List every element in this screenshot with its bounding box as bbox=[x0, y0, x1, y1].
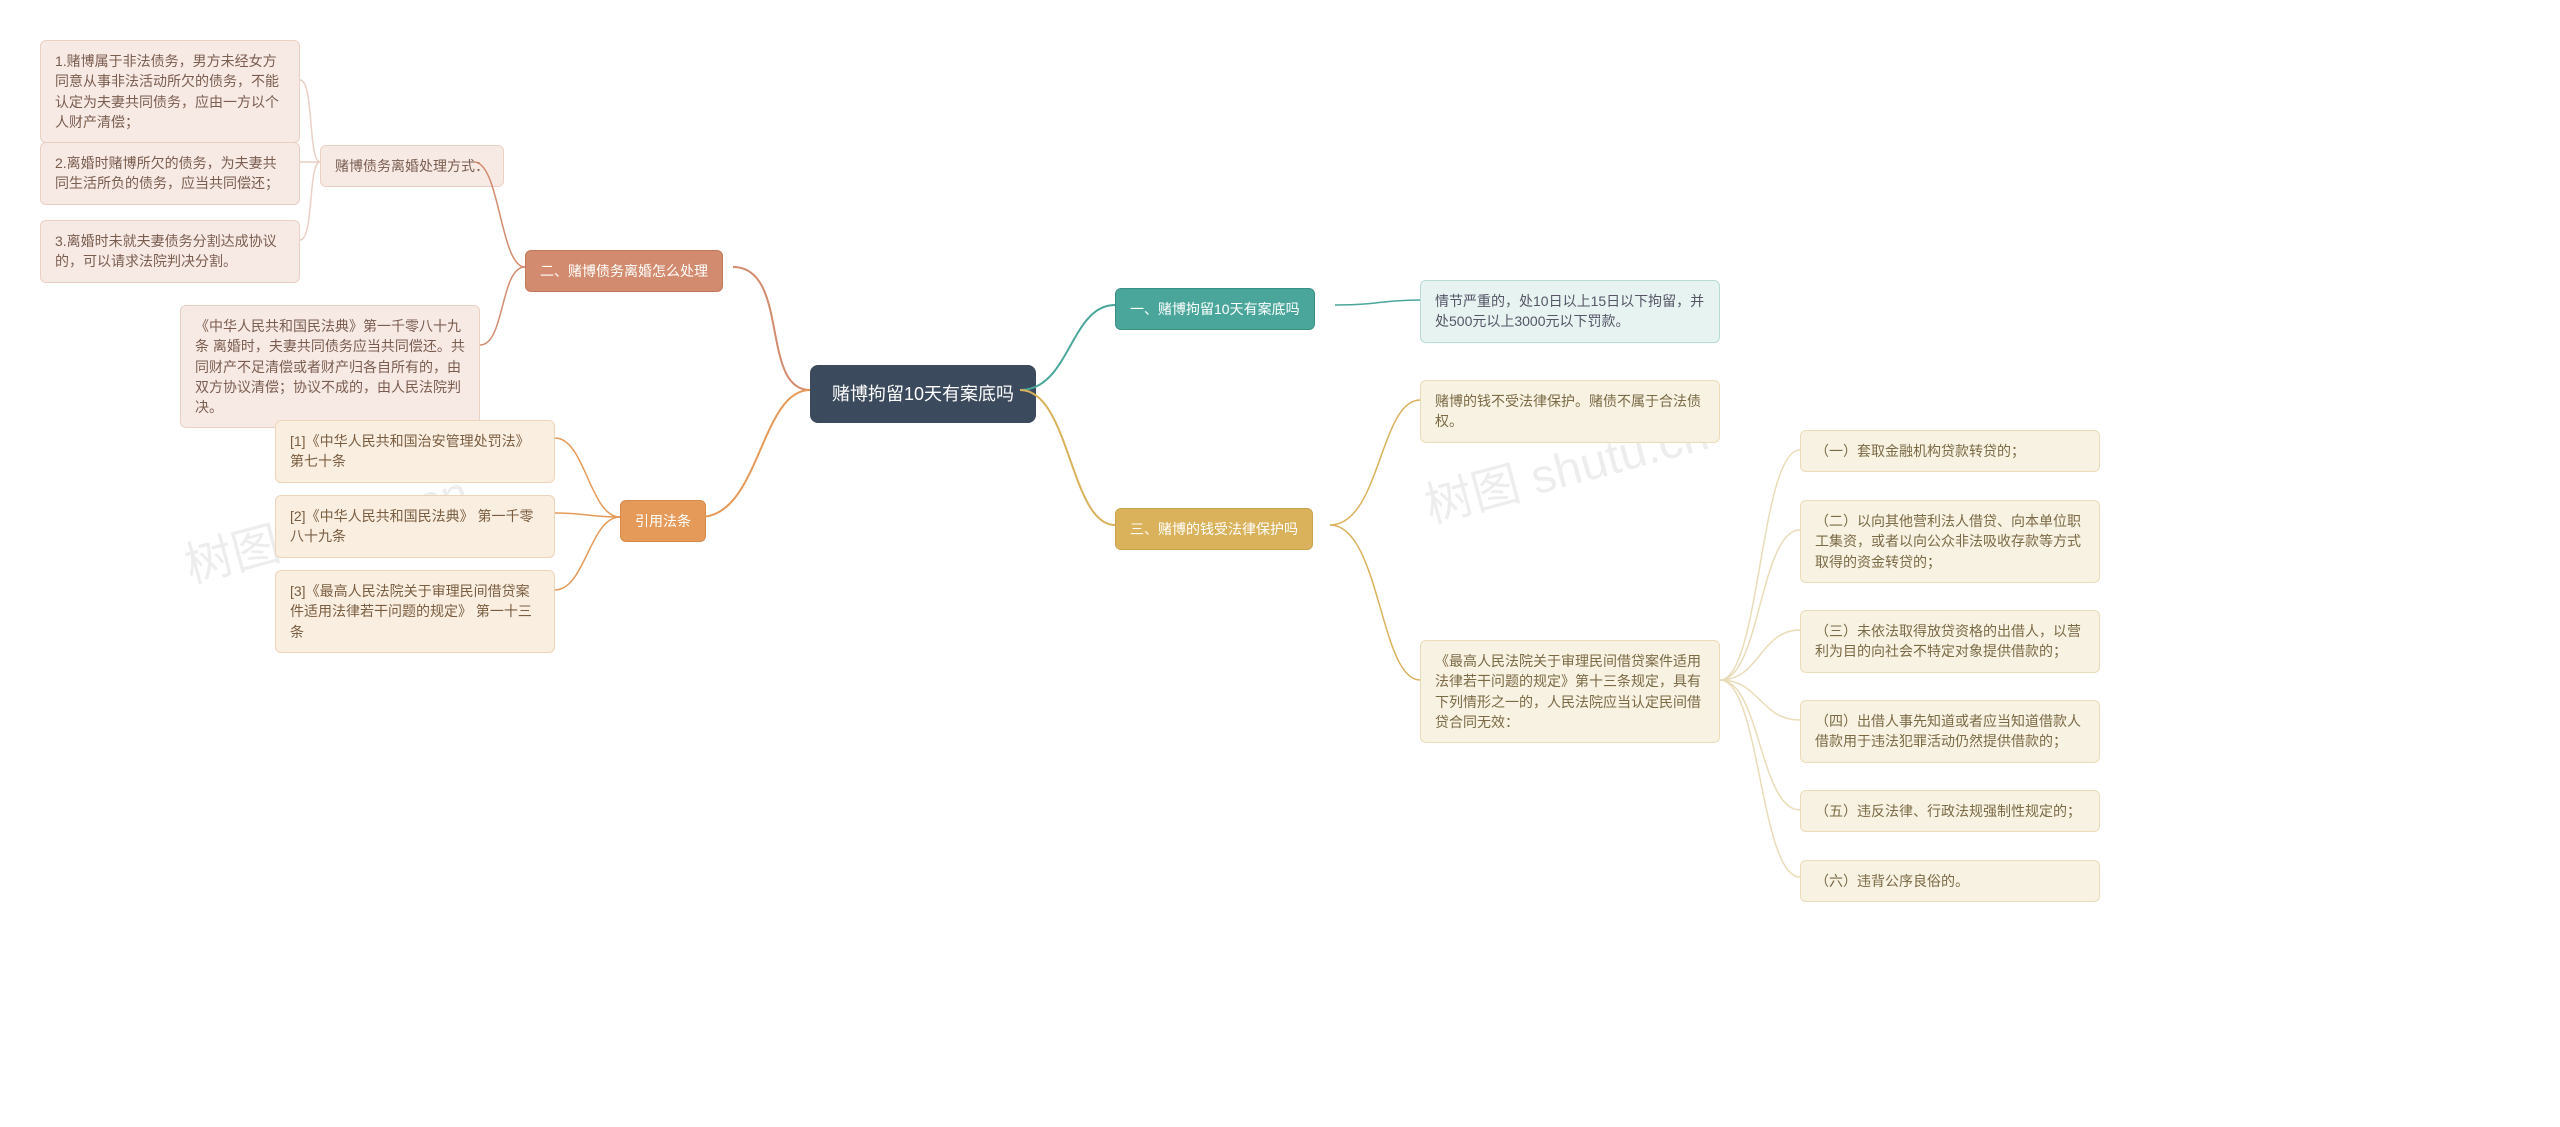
section-3-item-6: （六）违背公序良俗的。 bbox=[1800, 860, 2100, 902]
section-3-item-2: （二）以向其他营利法人借贷、向本单位职工集资，或者以向公众非法吸收存款等方式取得… bbox=[1800, 500, 2100, 583]
section-4-item-1: [1]《中华人民共和国治安管理处罚法》 第七十条 bbox=[275, 420, 555, 483]
section-3-item-5: （五）违反法律、行政法规强制性规定的； bbox=[1800, 790, 2100, 832]
section-3-item-1: （一）套取金融机构贷款转贷的； bbox=[1800, 430, 2100, 472]
section-3: 三、赌博的钱受法律保护吗 bbox=[1115, 508, 1313, 550]
section-2: 二、赌博债务离婚怎么处理 bbox=[525, 250, 723, 292]
root-node: 赌博拘留10天有案底吗 bbox=[810, 365, 1036, 423]
section-3-child-1: 赌博的钱不受法律保护。赌债不属于合法债权。 bbox=[1420, 380, 1720, 443]
section-1-detail: 情节严重的，处10日以上15日以下拘留，并处500元以上3000元以下罚款。 bbox=[1420, 280, 1720, 343]
section-3-child-2: 《最高人民法院关于审理民间借贷案件适用法律若干问题的规定》第十三条规定，具有下列… bbox=[1420, 640, 1720, 743]
section-4-item-2: [2]《中华人民共和国民法典》 第一千零八十九条 bbox=[275, 495, 555, 558]
section-2-item-3: 3.离婚时未就夫妻债务分割达成协议的，可以请求法院判决分割。 bbox=[40, 220, 300, 283]
section-4-item-3: [3]《最高人民法院关于审理民间借贷案件适用法律若干问题的规定》 第一十三条 bbox=[275, 570, 555, 653]
section-2-child-1: 赌博债务离婚处理方式： bbox=[320, 145, 504, 187]
section-3-item-3: （三）未依法取得放贷资格的出借人，以营利为目的向社会不特定对象提供借款的； bbox=[1800, 610, 2100, 673]
section-1: 一、赌博拘留10天有案底吗 bbox=[1115, 288, 1315, 330]
section-3-item-4: （四）出借人事先知道或者应当知道借款人借款用于违法犯罪活动仍然提供借款的； bbox=[1800, 700, 2100, 763]
section-2-child-2: 《中华人民共和国民法典》第一千零八十九条 离婚时，夫妻共同债务应当共同偿还。共同… bbox=[180, 305, 480, 428]
section-2-item-2: 2.离婚时赌博所欠的债务，为夫妻共同生活所负的债务，应当共同偿还； bbox=[40, 142, 300, 205]
section-2-item-1: 1.赌博属于非法债务，男方未经女方同意从事非法活动所欠的债务，不能认定为夫妻共同… bbox=[40, 40, 300, 143]
section-4: 引用法条 bbox=[620, 500, 706, 542]
